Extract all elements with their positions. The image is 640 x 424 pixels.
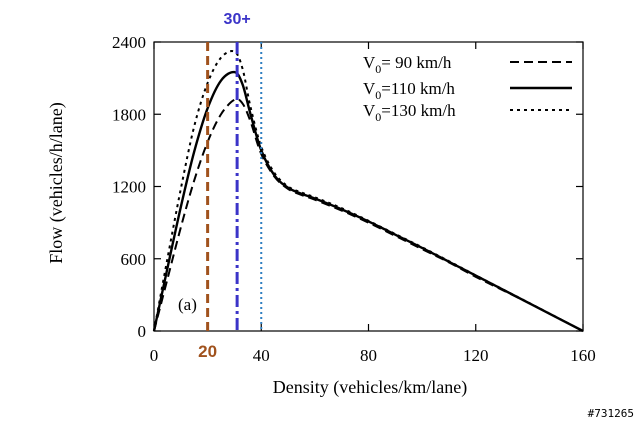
x-axis: 0 40 80 120 160 [150, 42, 596, 365]
y-tick-label: 600 [121, 250, 147, 269]
watermark-text: #731265 [588, 407, 634, 420]
x-tick-label: 80 [360, 346, 377, 365]
series-layer [152, 50, 584, 333]
y-tick-label: 0 [138, 322, 147, 341]
x-tick-label: 160 [570, 346, 596, 365]
y-tick-label: 2400 [112, 33, 146, 52]
legend: V0= 90 km/h V0=110 km/hV0=130 km/h [363, 53, 572, 124]
legend-label-2: V0=110 km/h [363, 79, 455, 102]
y-axis-label: Flow (vehicles/h/lane) [46, 102, 67, 263]
x-axis-label: Density (vehicles/km/lane) [273, 377, 467, 398]
series-line-2 [152, 70, 584, 333]
x-tick-label: 120 [463, 346, 489, 365]
legend-label-3: V0=130 km/h [363, 101, 456, 124]
y-axis: 0 600 1200 1800 2400 [112, 33, 583, 341]
series-line-1 [153, 98, 584, 332]
y-tick-label: 1800 [112, 105, 146, 124]
reference-line-label-1: 20 [198, 342, 217, 361]
reference-line-label-2: 30+ [224, 11, 251, 28]
panel-label: (a) [178, 295, 197, 314]
reference-lines: 20 30+ [198, 11, 263, 361]
series-line-3 [153, 50, 584, 332]
x-tick-label: 40 [253, 346, 270, 365]
legend-label-1: V0= 90 km/h [363, 53, 452, 76]
y-tick-label: 1200 [112, 178, 146, 197]
x-tick-label: 0 [150, 346, 159, 365]
